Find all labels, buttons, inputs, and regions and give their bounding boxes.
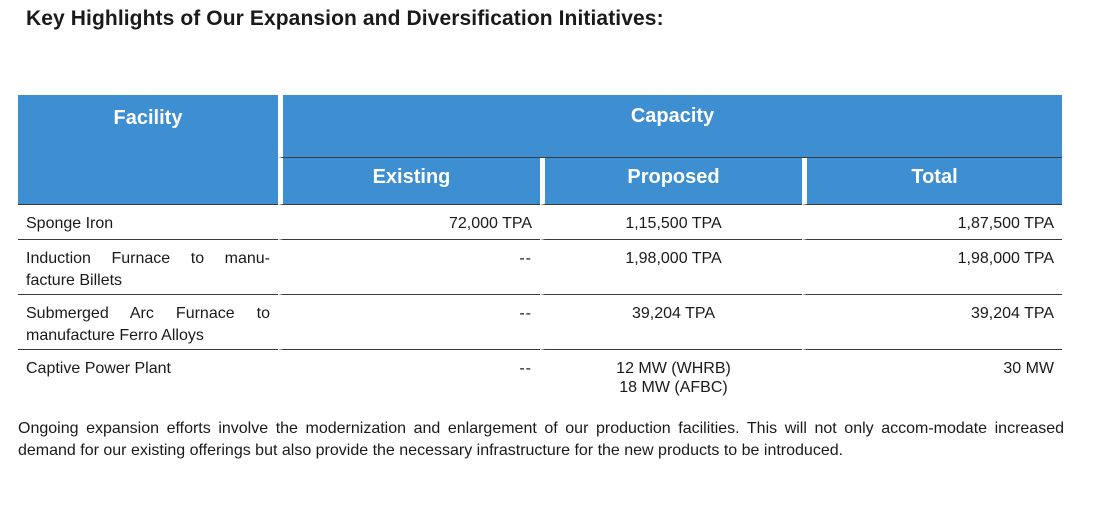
total-cell: 30 MW: [802, 350, 1062, 410]
existing-cell: 72,000 TPA: [278, 205, 540, 240]
facility-cell: Sponge Iron: [18, 205, 278, 240]
existing-cell: --: [278, 295, 540, 350]
facility-cell: Submerged Arc Furnace to manufacture Fer…: [18, 295, 278, 350]
page-title: Key Highlights of Our Expansion and Dive…: [26, 7, 664, 30]
facility-cell: Captive Power Plant: [26, 360, 171, 377]
proposed-cell: 1,15,500 TPA: [540, 205, 802, 240]
header-total: Total: [802, 158, 1063, 205]
existing-cell: --: [278, 240, 540, 295]
header-proposed: Proposed: [540, 158, 802, 205]
proposed-cell: 1,98,000 TPA: [540, 240, 802, 295]
header-existing: Existing: [278, 158, 540, 205]
proposed-cell: 39,204 TPA: [540, 295, 802, 350]
facility-cell: Induction Furnace to manu-facture Billet…: [18, 240, 278, 295]
proposed-line-2: 18 MW (AFBC): [619, 379, 728, 396]
table-row: Induction Furnace to manu-facture Billet…: [18, 240, 1063, 295]
total-cell: 1,87,500 TPA: [802, 205, 1063, 240]
table-row: Captive Power Plant -- 12 MW (WHRB) 18 M…: [18, 350, 1062, 410]
proposed-cell: 12 MW (WHRB) 18 MW (AFBC): [540, 350, 802, 410]
table-row: Sponge Iron 72,000 TPA 1,15,500 TPA 1,87…: [18, 205, 1063, 240]
total-cell: 39,204 TPA: [802, 295, 1063, 350]
header-capacity: Capacity: [278, 95, 1063, 158]
header-facility: Facility: [18, 95, 278, 205]
capacity-table: Facility Capacity Existing Proposed Tota…: [18, 95, 1063, 410]
proposed-line-1: 12 MW (WHRB): [616, 360, 731, 377]
existing-cell: --: [278, 350, 540, 410]
body-paragraph: Ongoing expansion efforts involve the mo…: [18, 420, 1064, 459]
table-row: Submerged Arc Furnace to manufacture Fer…: [18, 295, 1063, 350]
total-cell: 1,98,000 TPA: [802, 240, 1063, 295]
